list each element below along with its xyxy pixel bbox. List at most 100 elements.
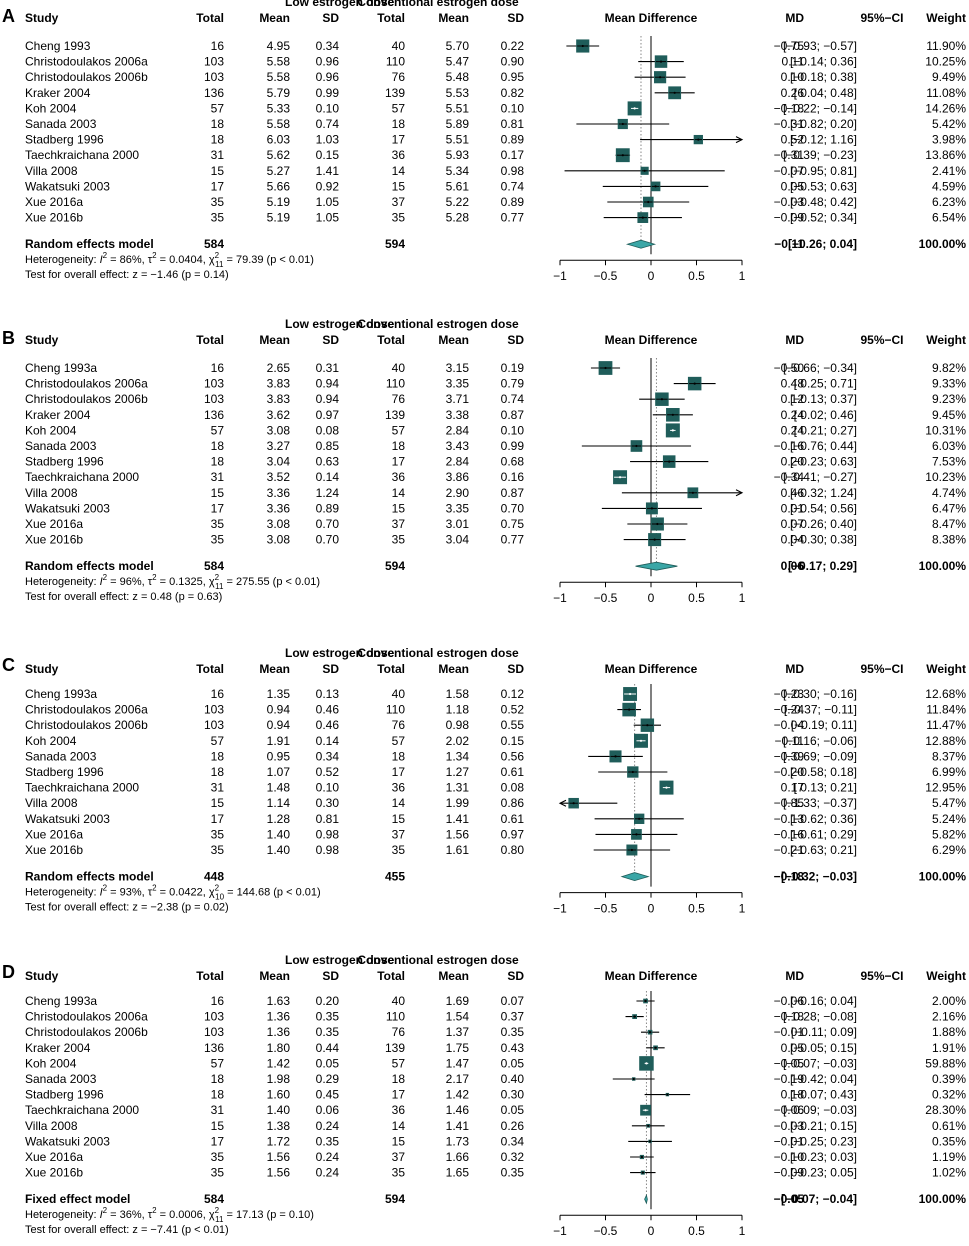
md-value: −0.50 bbox=[774, 361, 805, 375]
sd-2: 0.82 bbox=[501, 86, 525, 100]
mean-1: 5.79 bbox=[267, 86, 291, 100]
summary-md: −0.18 bbox=[774, 870, 805, 884]
weight-value: 5.82% bbox=[932, 827, 966, 841]
mean-1: 1.38 bbox=[267, 1119, 291, 1133]
het-prefix: Heterogeneity: bbox=[25, 887, 100, 899]
total-1: 35 bbox=[211, 1150, 225, 1164]
het-sup: 2 bbox=[152, 251, 157, 260]
total-2: 57 bbox=[392, 734, 406, 748]
study-name: Wakatsuki 2003 bbox=[25, 179, 110, 193]
total-2: 139 bbox=[385, 86, 405, 100]
ci-value: [−0.82; 0.20] bbox=[790, 117, 857, 131]
mean-2: 5.70 bbox=[446, 39, 470, 53]
md-value: 0.24 bbox=[781, 408, 805, 422]
point-estimate bbox=[654, 1046, 657, 1049]
mean-2: 3.43 bbox=[446, 439, 470, 453]
sd-1: 0.70 bbox=[316, 517, 340, 531]
header-mean-difference: Mean Difference bbox=[605, 333, 698, 347]
header-total-2: Total bbox=[377, 662, 405, 676]
ci-value: [−0.09; −0.03] bbox=[783, 1103, 857, 1117]
panel-label-A: A bbox=[2, 6, 15, 26]
sd-1: 0.15 bbox=[316, 148, 340, 162]
total-1: 103 bbox=[204, 377, 224, 391]
ci-value: [−0.18; 0.38] bbox=[790, 70, 857, 84]
total-1: 103 bbox=[204, 392, 224, 406]
mean-2: 1.41 bbox=[446, 812, 470, 826]
md-value: −0.07 bbox=[774, 164, 805, 178]
x-tick-label: −1 bbox=[553, 902, 567, 916]
mean-1: 3.08 bbox=[267, 533, 291, 547]
sd-2: 0.77 bbox=[501, 211, 525, 225]
sd-2: 0.61 bbox=[501, 812, 525, 826]
mean-1: 3.83 bbox=[267, 377, 291, 391]
sd-2: 0.35 bbox=[501, 1025, 525, 1039]
sd-2: 0.40 bbox=[501, 1072, 525, 1086]
sd-1: 0.96 bbox=[316, 55, 340, 69]
study-name: Christodoulakos 2006b bbox=[25, 392, 148, 406]
mean-2: 3.01 bbox=[446, 517, 470, 531]
weight-value: 5.47% bbox=[932, 796, 966, 810]
total-2: 40 bbox=[392, 361, 406, 375]
ci-value: [−0.12; 1.16] bbox=[790, 133, 857, 147]
x-tick-label: −0.5 bbox=[594, 1224, 618, 1238]
total-1: 35 bbox=[211, 827, 225, 841]
mean-2: 2.17 bbox=[446, 1072, 470, 1086]
group2-header: Conventional estrogen dose bbox=[357, 953, 519, 967]
header-total-1: Total bbox=[196, 969, 224, 983]
sd-2: 0.95 bbox=[501, 70, 525, 84]
point-estimate bbox=[691, 491, 694, 494]
point-estimate bbox=[618, 476, 622, 479]
header-ci: 95%−CI bbox=[860, 333, 903, 347]
total-2: 110 bbox=[386, 703, 405, 717]
sd-2: 0.56 bbox=[501, 749, 525, 763]
weight-value: 0.32% bbox=[932, 1088, 966, 1102]
sd-2: 0.97 bbox=[501, 827, 525, 841]
x-tick-label: 1 bbox=[739, 1224, 746, 1238]
point-estimate bbox=[633, 1015, 636, 1018]
weight-value: 1.91% bbox=[932, 1041, 966, 1055]
sd-1: 0.98 bbox=[316, 843, 340, 857]
point-estimate bbox=[648, 1031, 652, 1034]
summary-weight: 100.00% bbox=[919, 559, 967, 573]
ci-value: [−0.22; −0.14] bbox=[783, 101, 857, 115]
weight-value: 11.90% bbox=[926, 39, 966, 53]
md-value: −0.39 bbox=[774, 749, 805, 763]
total-1: 16 bbox=[211, 39, 225, 53]
sd-2: 0.87 bbox=[501, 486, 525, 500]
md-value: −0.19 bbox=[774, 1072, 805, 1086]
point-estimate bbox=[644, 999, 647, 1003]
total-2: 57 bbox=[392, 101, 406, 115]
sd-1: 0.35 bbox=[316, 1025, 340, 1039]
point-estimate bbox=[666, 1093, 669, 1096]
sd-1: 0.34 bbox=[316, 749, 340, 763]
total-2: 18 bbox=[392, 439, 406, 453]
mean-2: 2.02 bbox=[446, 734, 470, 748]
total-1: 31 bbox=[211, 1103, 225, 1117]
ci-value: [ 0.04; 0.48] bbox=[794, 86, 857, 100]
ci-value: [−0.25; 0.23] bbox=[790, 1134, 857, 1148]
ci-value: [−0.48; 0.42] bbox=[790, 195, 857, 209]
mean-2: 0.98 bbox=[446, 718, 470, 732]
total-2: 76 bbox=[392, 392, 406, 406]
sd-2: 0.80 bbox=[501, 843, 525, 857]
header-md: MD bbox=[785, 662, 804, 676]
mean-2: 3.38 bbox=[446, 408, 470, 422]
point-estimate bbox=[656, 522, 659, 526]
mean-1: 1.28 bbox=[267, 812, 291, 826]
mean-2: 1.42 bbox=[446, 1088, 470, 1102]
het-tau2: = 0.0006, χ bbox=[157, 1209, 215, 1221]
mean-1: 5.62 bbox=[267, 148, 291, 162]
header-mean-difference: Mean Difference bbox=[605, 969, 698, 983]
sd-1: 0.99 bbox=[316, 86, 340, 100]
md-value: −0.09 bbox=[774, 1166, 805, 1180]
total-1: 18 bbox=[211, 749, 225, 763]
point-estimate bbox=[693, 382, 696, 385]
md-value: −0.01 bbox=[774, 1134, 805, 1148]
summary-label: Random effects model bbox=[25, 870, 154, 884]
mean-2: 1.18 bbox=[446, 703, 470, 717]
sd-2: 0.19 bbox=[501, 361, 525, 375]
overall-effect-text: Test for overall effect: z = −1.46 (p = … bbox=[25, 269, 229, 281]
mean-2: 1.56 bbox=[446, 827, 470, 841]
total-1: 103 bbox=[204, 55, 224, 69]
sd-1: 0.52 bbox=[316, 765, 340, 779]
